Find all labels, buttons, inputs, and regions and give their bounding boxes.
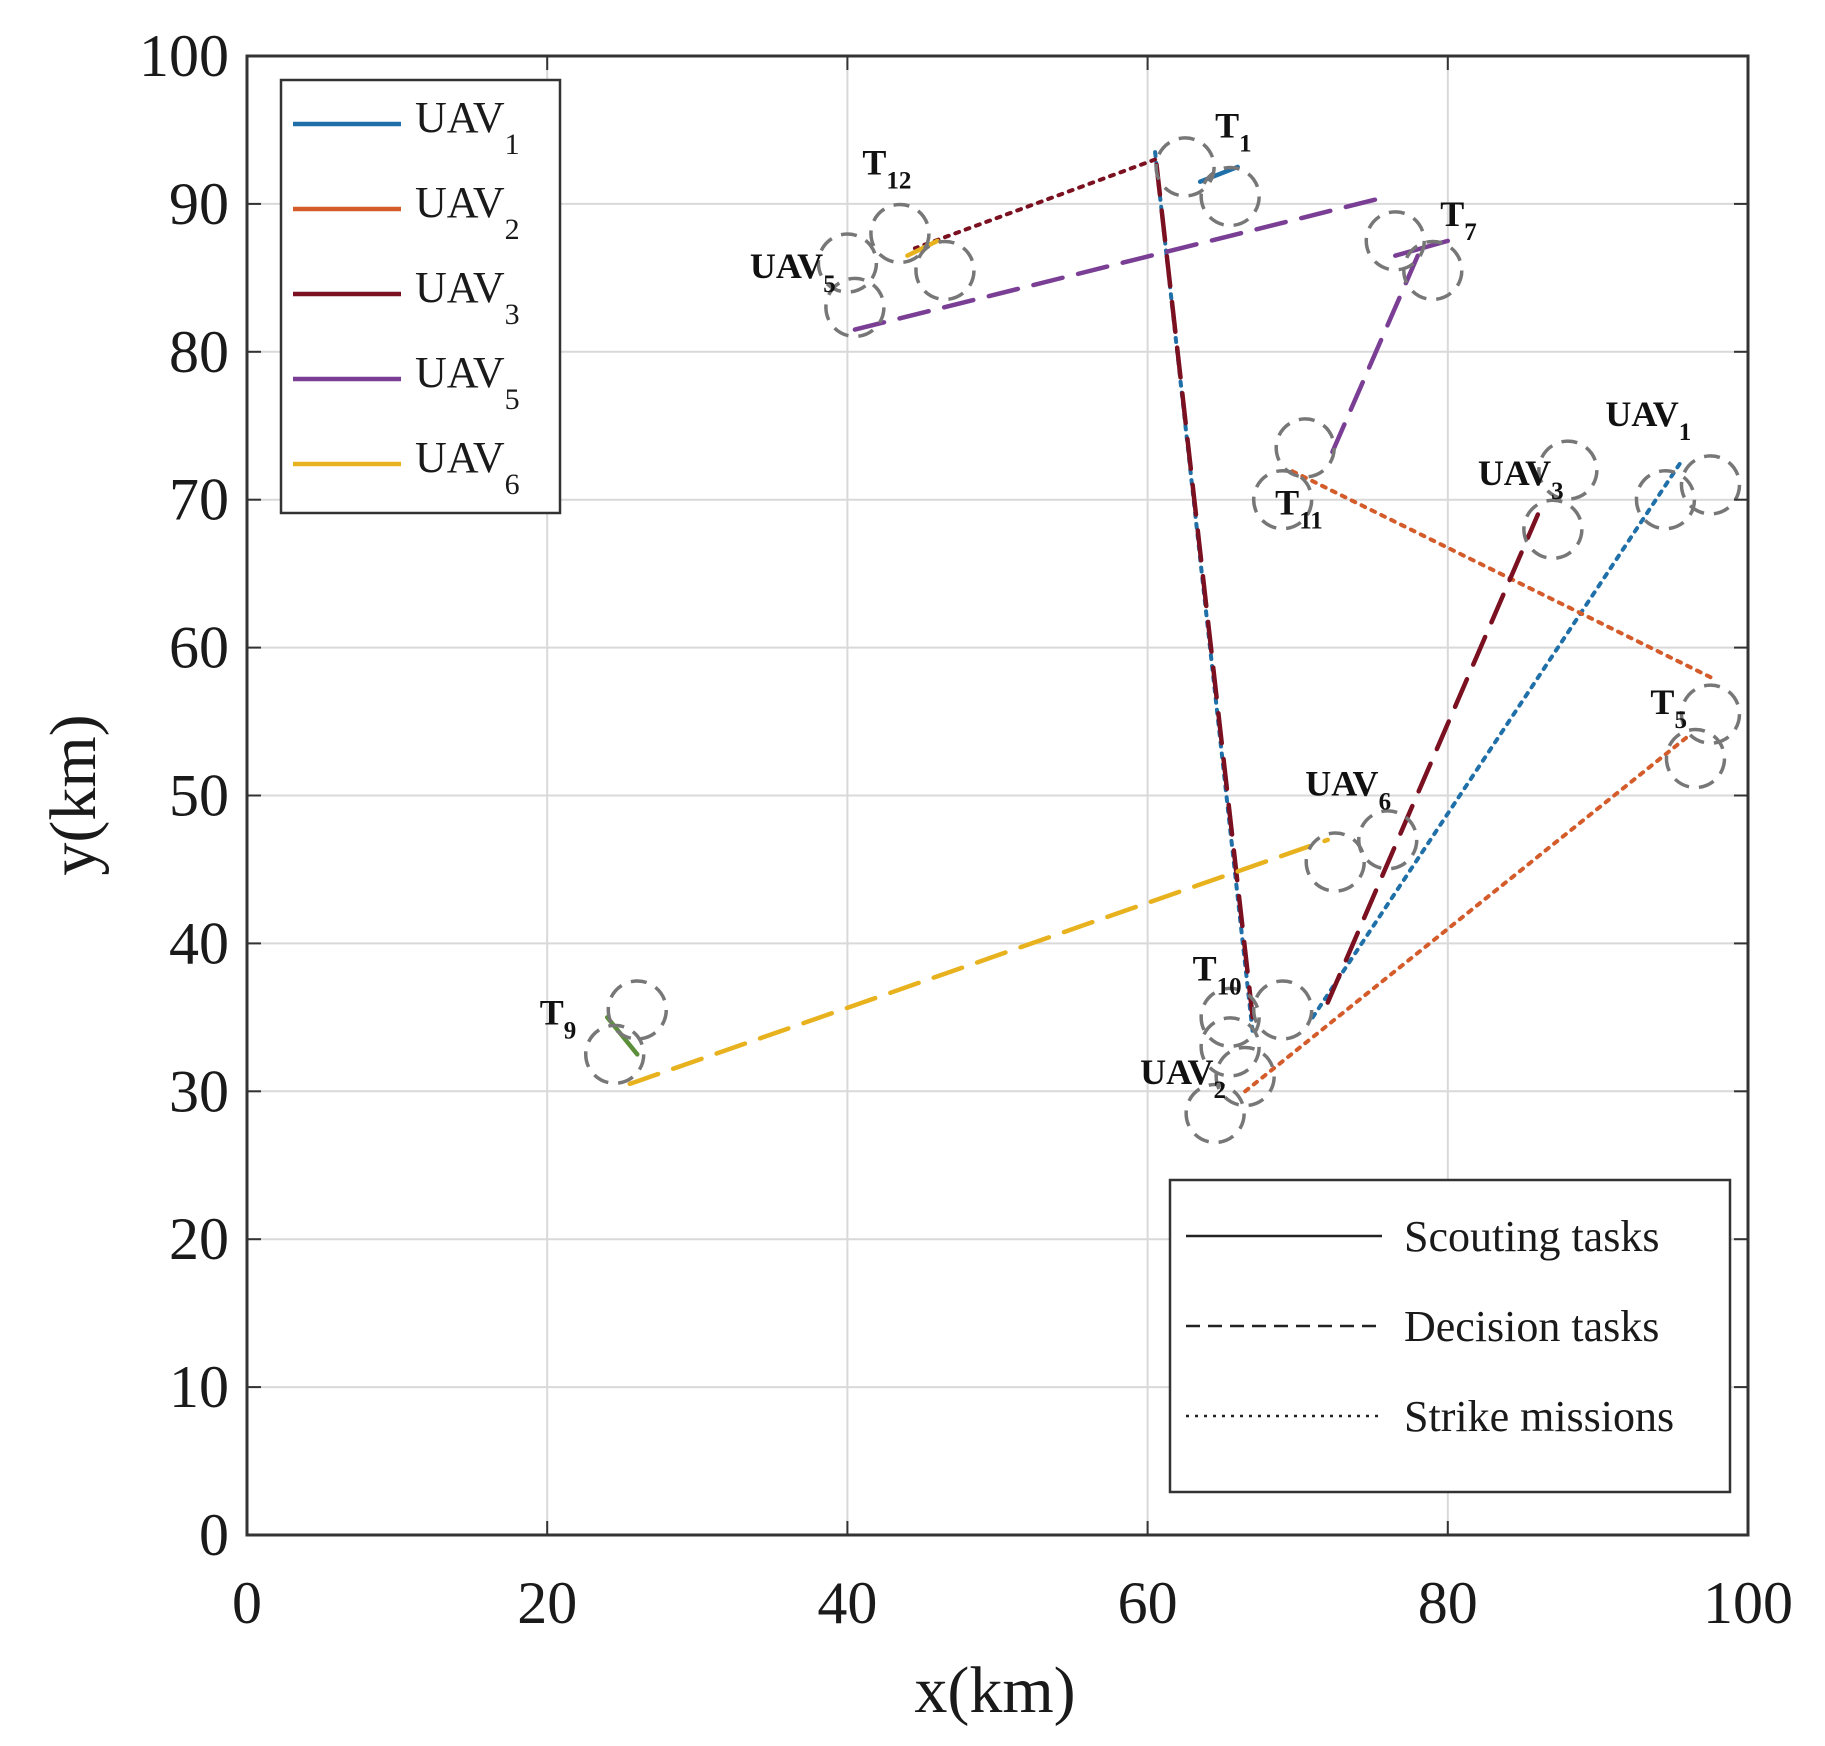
point-label: T12 bbox=[862, 142, 911, 194]
series-line-uav2-strike bbox=[1243, 734, 1690, 1094]
x-tick-label: 40 bbox=[817, 1570, 877, 1636]
series-line-uav5-decision bbox=[1325, 253, 1421, 465]
y-axis-label: y(km) bbox=[37, 714, 110, 875]
legend-uav-box bbox=[279, 78, 562, 515]
point-label: UAV6 bbox=[1305, 764, 1391, 816]
series-line-uav5-decision bbox=[852, 194, 1391, 332]
axis-ticks: 0 20 40 60 80 100 0 10 20 30 40 50 60 70 80 90 100 bbox=[139, 23, 1793, 1636]
x-tick-label: 60 bbox=[1118, 1570, 1178, 1636]
target-circle bbox=[1634, 468, 1697, 531]
legend-label: UAV6 bbox=[415, 433, 520, 501]
target-circle bbox=[1184, 1082, 1246, 1145]
point-label: T9 bbox=[540, 993, 577, 1045]
x-tick-label: 0 bbox=[232, 1570, 262, 1636]
target-circle bbox=[1522, 498, 1584, 561]
point-label: T10 bbox=[1193, 948, 1242, 1000]
target-circle bbox=[1357, 809, 1419, 871]
y-tick-label: 40 bbox=[169, 910, 229, 976]
target-circle bbox=[1251, 468, 1314, 531]
y-tick-label: 50 bbox=[169, 763, 229, 829]
target-circle bbox=[1251, 979, 1314, 1041]
target-circle bbox=[824, 276, 886, 339]
x-tick-label: 100 bbox=[1703, 1570, 1793, 1636]
series-line-uav3-decision bbox=[1325, 512, 1541, 1005]
trajectories bbox=[604, 149, 1713, 1094]
point-label: UAV5 bbox=[750, 246, 836, 298]
point-label: UAV2 bbox=[1140, 1052, 1226, 1104]
y-tick-label: 0 bbox=[199, 1502, 229, 1568]
point-label: T5 bbox=[1650, 682, 1687, 734]
target-circle bbox=[606, 979, 669, 1041]
target-circle bbox=[1274, 417, 1336, 479]
legend-tasks: Scouting tasks Decision tasks Strike missi… bbox=[1168, 1178, 1732, 1494]
x-tick-label: 20 bbox=[517, 1570, 577, 1636]
target-circle bbox=[1154, 136, 1216, 198]
series-line-uav3-strike bbox=[912, 157, 1158, 251]
legend-task-label: Decision tasks bbox=[1404, 1302, 1659, 1351]
legend-tasks-box bbox=[1168, 1178, 1732, 1494]
y-tick-label: 100 bbox=[139, 23, 229, 89]
y-tick-label: 70 bbox=[169, 467, 229, 533]
series-line-uav2-strike bbox=[1288, 468, 1713, 680]
point-label: UAV1 bbox=[1605, 394, 1691, 446]
target-circle bbox=[1679, 683, 1742, 745]
point-label: T7 bbox=[1440, 194, 1477, 246]
legend-label: UAV2 bbox=[415, 178, 520, 246]
target-circle bbox=[1214, 1045, 1276, 1108]
legend-task-label: Scouting tasks bbox=[1404, 1212, 1659, 1261]
target-circles bbox=[583, 136, 1742, 1145]
point-label: UAV3 bbox=[1478, 453, 1564, 505]
x-axis-label: x(km) bbox=[914, 1654, 1075, 1727]
target-circle bbox=[1199, 986, 1261, 1049]
y-tick-label: 20 bbox=[169, 1206, 229, 1272]
series-line-uav1-strike bbox=[1310, 460, 1683, 1020]
target-circle bbox=[1304, 831, 1366, 893]
target-circle bbox=[1537, 439, 1599, 501]
target-circle bbox=[1664, 727, 1727, 790]
legend-uav: UAV1 UAV2 UAV3 UAV5 UAV6 bbox=[279, 78, 562, 515]
legend-label: UAV1 bbox=[415, 93, 520, 161]
y-tick-label: 30 bbox=[169, 1058, 229, 1124]
series-line-uav6-scout bbox=[905, 238, 940, 258]
point-label: T1 bbox=[1215, 105, 1252, 157]
target-circle bbox=[1402, 239, 1464, 302]
legend-label: UAV3 bbox=[415, 263, 520, 331]
target-circle bbox=[1199, 1016, 1261, 1078]
target-circle bbox=[1679, 454, 1742, 516]
series-line-uav6-decision bbox=[627, 837, 1330, 1087]
target-circle bbox=[583, 1023, 646, 1086]
target-circle bbox=[869, 202, 931, 265]
y-tick-label: 90 bbox=[169, 171, 229, 237]
legend-label: UAV5 bbox=[415, 348, 520, 416]
target-circle bbox=[1364, 210, 1427, 272]
y-tick-label: 60 bbox=[169, 615, 229, 681]
point-labels: T1 T12 T7 UAV5 T11 UAV1 UAV3 T5 UAV6 T10 T9 UAV2 bbox=[540, 105, 1692, 1104]
y-tick-label: 10 bbox=[169, 1354, 229, 1420]
target-circle bbox=[1199, 165, 1261, 228]
point-label: T11 bbox=[1275, 482, 1323, 534]
target-circle bbox=[914, 239, 976, 302]
y-tick-label: 80 bbox=[169, 319, 229, 385]
legend-task-label: Strike missions bbox=[1404, 1392, 1674, 1441]
x-tick-label: 80 bbox=[1418, 1570, 1478, 1636]
target-circle bbox=[816, 232, 879, 294]
